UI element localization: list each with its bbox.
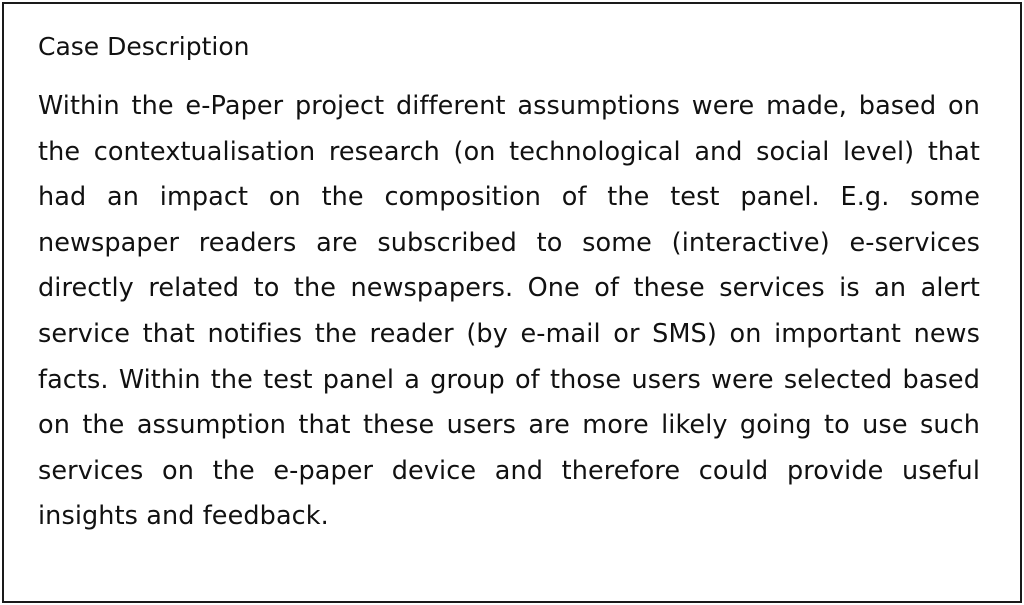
case-body-text: Within the e-Paper project different ass…: [38, 91, 980, 532]
case-title: Case Description: [38, 32, 250, 61]
